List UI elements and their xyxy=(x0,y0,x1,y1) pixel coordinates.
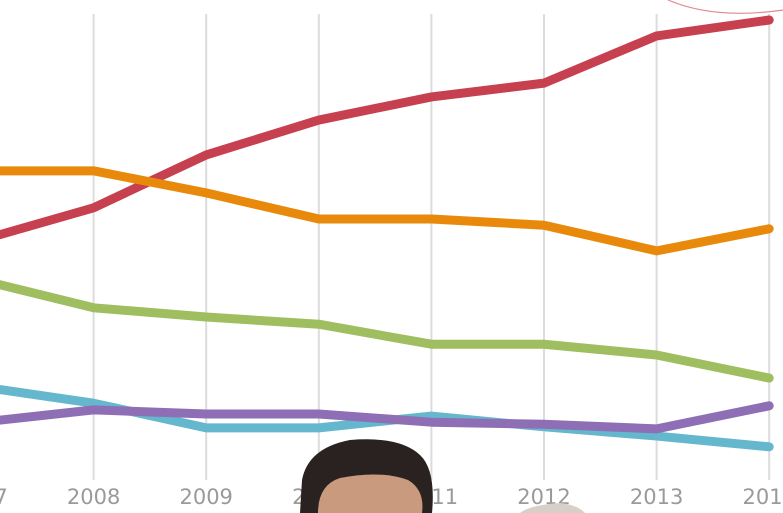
x-tick-label: 2012 xyxy=(517,485,570,509)
x-tick-label: 2011 xyxy=(405,485,458,509)
series-line xyxy=(0,171,769,251)
x-tick-label: 2008 xyxy=(67,485,120,509)
x-tick-label: 2013 xyxy=(630,485,683,509)
x-tick-label: 2007 xyxy=(0,485,8,509)
annotation-arc xyxy=(668,0,783,13)
x-tick-label: 2009 xyxy=(179,485,232,509)
x-tick-label: 2010 xyxy=(292,485,345,509)
x-tick-label: 2014 xyxy=(742,485,783,509)
page: 20072008200920102011201220132014 (() => … xyxy=(0,0,783,513)
series-line xyxy=(0,20,769,240)
chart: 2007 2008 2009 2010 2011 2012 2013 2014 xyxy=(0,0,783,513)
series-line xyxy=(0,280,769,378)
